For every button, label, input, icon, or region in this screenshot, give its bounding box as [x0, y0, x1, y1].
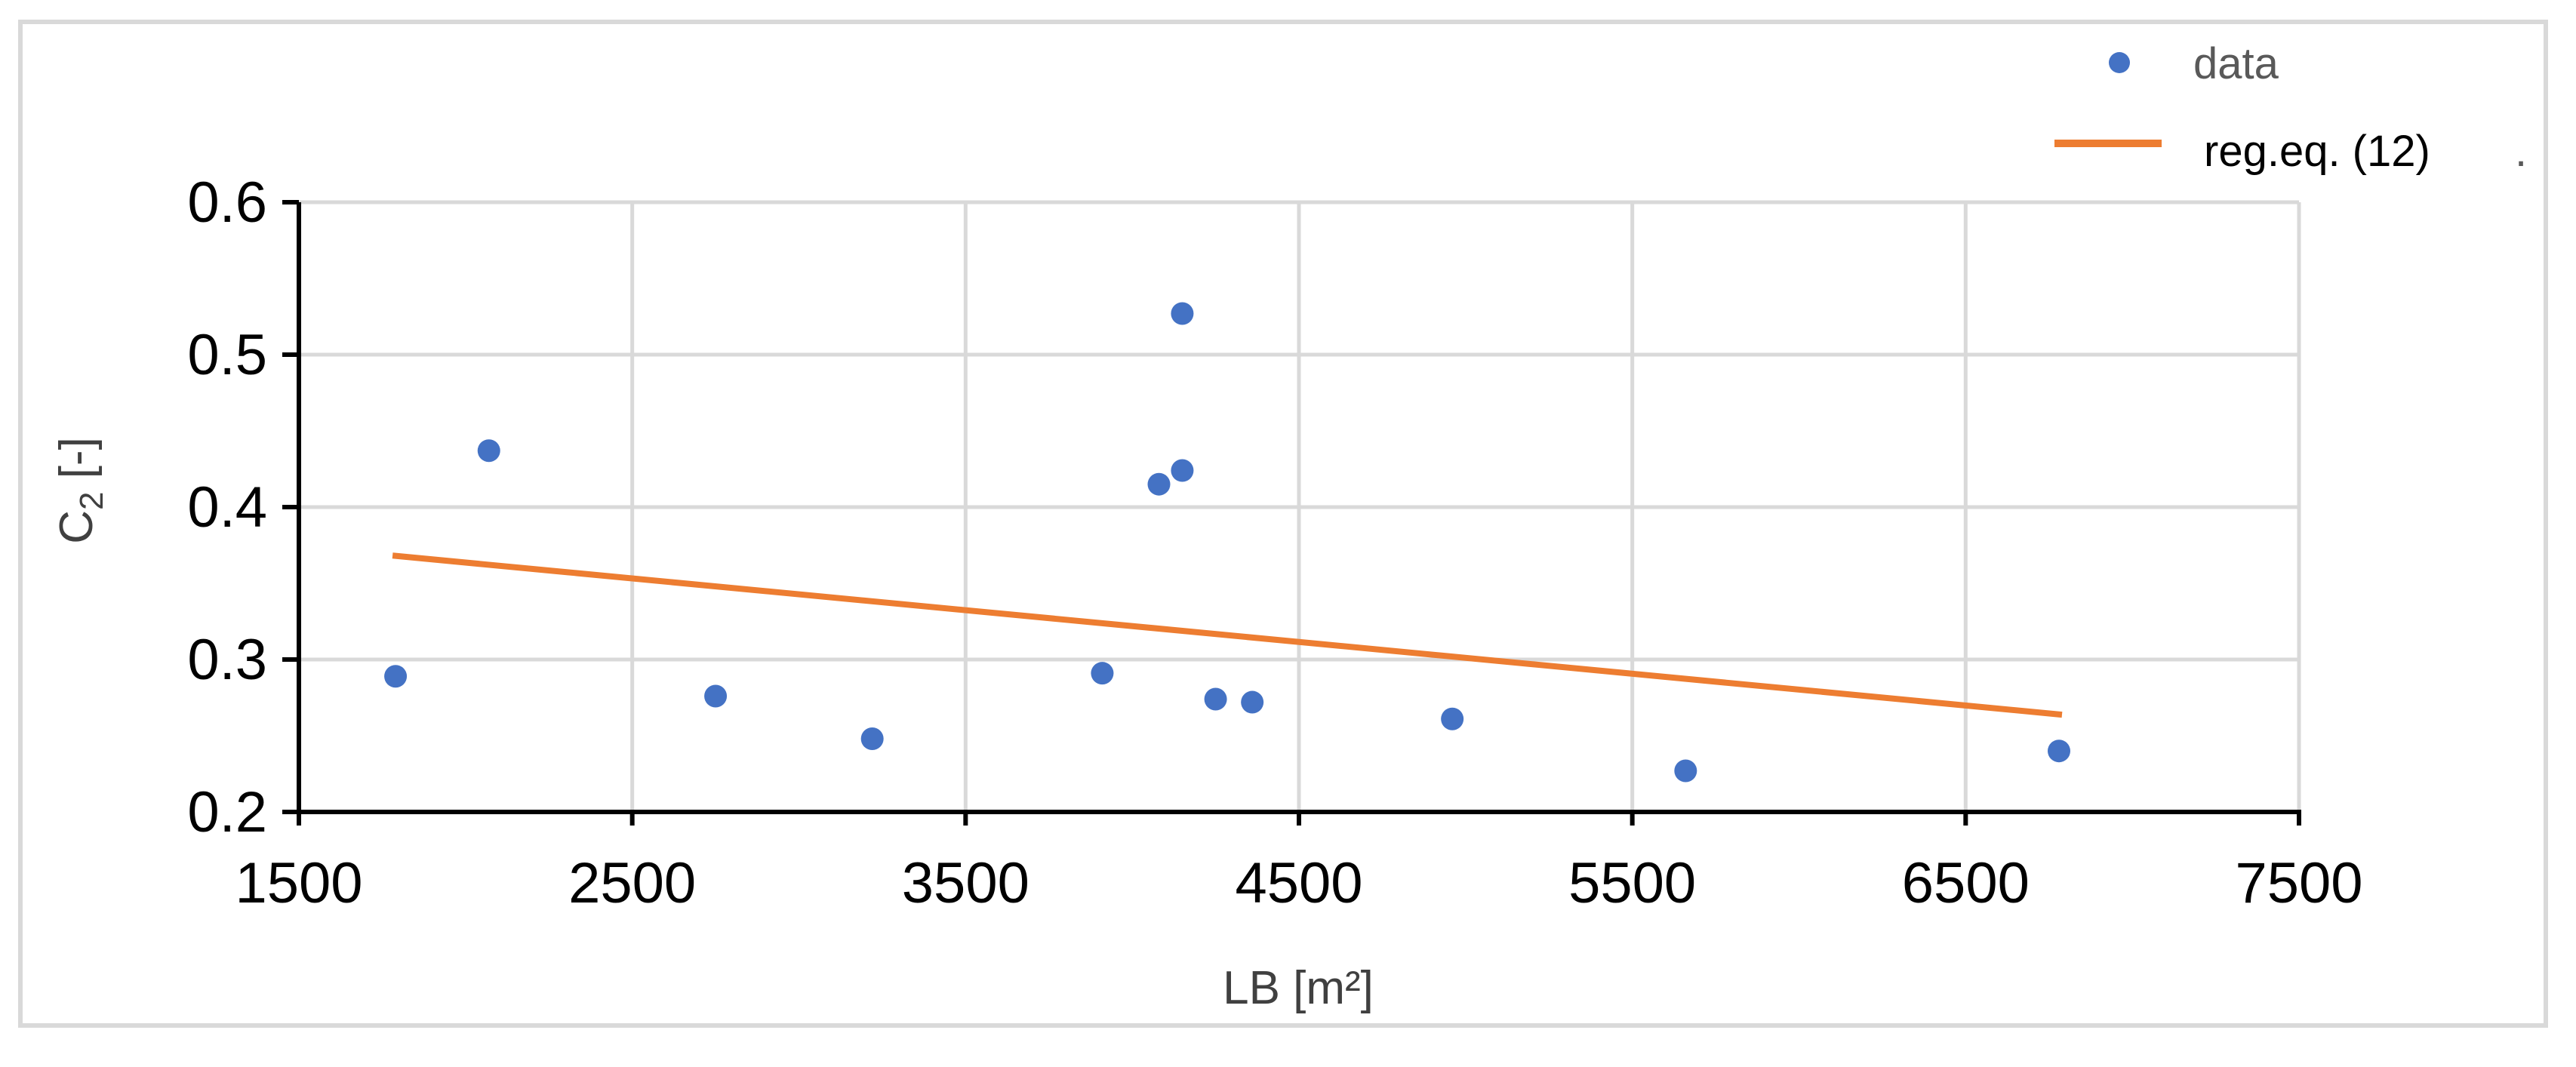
legend-data-marker: [2109, 52, 2130, 73]
y-axis-title: C2 [-]: [51, 437, 110, 544]
data-point: [1171, 459, 1194, 482]
legend-data-label: data: [2193, 39, 2279, 88]
y-tick-label: 0.2: [187, 780, 267, 844]
y-axis-title-subscript: 2: [73, 492, 110, 510]
legend-trailing-mark: .: [2515, 127, 2527, 176]
regression-line: [392, 552, 2063, 718]
x-tick-label: 3500: [902, 851, 1029, 915]
legend-regression-label: reg.eq. (12): [2204, 127, 2430, 176]
y-tick-label: 0.4: [187, 475, 267, 540]
x-tick-label: 2500: [568, 851, 696, 915]
y-axis-title-suffix: [-]: [51, 437, 103, 491]
chart-frame: [18, 20, 2548, 1028]
legend: data reg.eq. (12) .: [2054, 39, 2527, 176]
data-point: [384, 665, 408, 688]
data-point: [1091, 662, 1114, 685]
x-tick-label: 7500: [2235, 851, 2362, 915]
data-point: [1441, 707, 1464, 730]
x-tick-label: 4500: [1235, 851, 1362, 915]
y-tick-label: 0.3: [187, 628, 267, 692]
axes: [282, 200, 2301, 826]
data-point: [860, 727, 884, 751]
x-axis-title: LB [m²]: [1223, 962, 1374, 1014]
data-point: [1171, 302, 1194, 325]
data-point: [1204, 687, 1227, 711]
data-point: [1674, 759, 1697, 783]
y-tick-label: 0.6: [187, 171, 267, 235]
x-tick-label: 1500: [235, 851, 362, 915]
y-tick-label: 0.5: [187, 323, 267, 387]
data-point: [2048, 740, 2070, 763]
data-point: [1241, 690, 1264, 714]
data-point: [704, 684, 728, 708]
plot-series: [384, 302, 2070, 783]
data-point: [1147, 472, 1171, 496]
y-axis-title-main: C: [51, 510, 103, 544]
x-tick-label: 5500: [1568, 851, 1696, 915]
x-tick-label: 6500: [1902, 851, 2030, 915]
data-point: [477, 439, 500, 463]
grid-lines: [299, 200, 2301, 812]
tick-labels: 1500 2500 3500 4500 5500 6500 7500 0.2 0.3 0.4 0.5…: [187, 171, 2362, 915]
